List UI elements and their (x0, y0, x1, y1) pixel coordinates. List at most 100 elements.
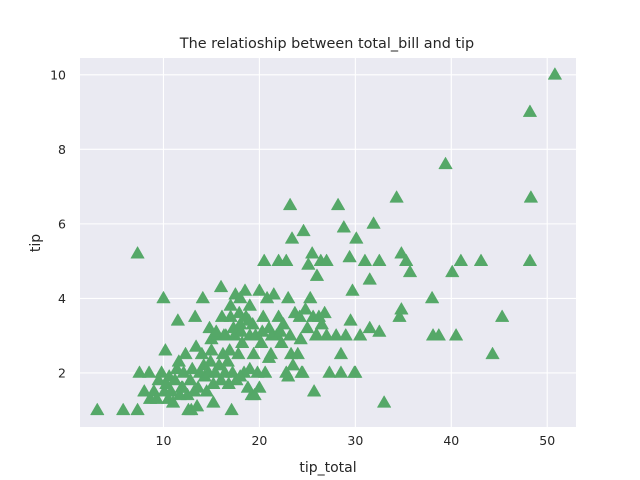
y-tick-labels: 2 4 6 8 10 (50, 67, 66, 380)
data-point-triangle (178, 347, 193, 360)
x-tick-label: 20 (251, 433, 267, 448)
data-point-triangle (293, 332, 308, 345)
data-point-triangle (188, 309, 203, 322)
data-point-triangle (343, 313, 358, 326)
data-point-triangle (223, 298, 238, 311)
data-point-triangle (319, 253, 334, 266)
y-tick-label: 4 (58, 291, 66, 306)
data-point-triangle (190, 399, 204, 412)
data-point-triangle (298, 302, 313, 315)
data-point-triangle (194, 347, 209, 360)
data-point-triangle (394, 302, 409, 315)
data-point-triangle (485, 347, 500, 360)
data-point-triangle (522, 104, 537, 117)
data-point-triangle (347, 365, 362, 378)
x-tick-label: 30 (347, 433, 363, 448)
data-point-triangle (322, 365, 337, 378)
data-point-triangle (449, 328, 464, 341)
x-axis-label: tip_total (299, 460, 356, 476)
data-point-triangle (169, 361, 184, 375)
data-point-triangle (208, 365, 223, 378)
data-point-triangle (296, 224, 311, 237)
data-point-triangle (90, 402, 105, 416)
data-point-triangle (149, 391, 164, 404)
data-point-triangle (241, 313, 256, 326)
x-tick-label: 10 (156, 433, 172, 448)
data-point-triangle (285, 231, 299, 244)
data-point-triangle (445, 265, 460, 278)
data-point-triangle (256, 309, 271, 322)
data-point-triangle (366, 216, 381, 229)
data-point-triangle (392, 309, 407, 322)
data-point-triangle (453, 253, 468, 266)
data-point-triangle (195, 291, 210, 304)
data-point-triangle (130, 402, 145, 416)
data-point-triangle (132, 365, 147, 378)
data-point-triangle (372, 253, 387, 266)
plot-area (80, 58, 576, 427)
chart-title: The relatioship between total_bill and t… (179, 36, 474, 52)
data-point-triangle (279, 253, 294, 266)
data-point-triangle (372, 324, 387, 337)
data-point-triangle (310, 268, 324, 281)
x-tick-label: 40 (443, 433, 459, 448)
data-point-triangle (286, 358, 300, 371)
data-point-triangle (209, 324, 224, 337)
data-point-triangle (334, 347, 348, 360)
data-point-triangle (233, 291, 248, 304)
data-point-triangle (301, 257, 316, 270)
data-point-triangle (233, 369, 248, 382)
data-point-triangle (130, 246, 145, 259)
data-point-triangle (252, 380, 267, 393)
data-point-triangle (283, 197, 298, 211)
data-point-triangle (171, 354, 186, 367)
data-point-triangle (202, 320, 217, 334)
data-point-triangle (166, 395, 181, 408)
data-point-triangle (266, 287, 281, 300)
data-point-triangle (206, 395, 221, 408)
data-point-triangle (154, 365, 169, 378)
data-point-triangle (214, 279, 228, 293)
data-point-triangle (242, 361, 257, 375)
data-point-triangle (292, 309, 307, 322)
data-point-triangle (220, 354, 235, 367)
data-point-triangle (164, 384, 179, 397)
data-point-triangle (403, 265, 417, 278)
data-point-triangle (175, 380, 190, 393)
data-point-triangle (431, 328, 446, 341)
data-point-triangle (329, 328, 344, 341)
data-point-triangle (247, 388, 262, 401)
data-point-triangle (224, 402, 239, 416)
data-point-triangle (495, 309, 510, 322)
data-point-triangle (252, 283, 267, 296)
data-points (90, 67, 562, 416)
data-point-triangle (336, 220, 351, 233)
data-point-triangle (334, 365, 348, 378)
data-point-triangle (523, 190, 538, 203)
data-point-triangle (394, 246, 409, 259)
data-point-triangle (425, 291, 440, 304)
x-tick-labels: 10 20 30 40 50 (156, 433, 556, 448)
data-point-triangle (310, 328, 324, 341)
data-point-triangle (281, 291, 296, 304)
data-point-triangle (151, 373, 166, 386)
data-point-triangle (273, 324, 288, 337)
data-point-triangle (338, 328, 353, 341)
data-point-triangle (203, 354, 218, 367)
data-point-triangle (158, 343, 173, 356)
data-point-triangle (353, 328, 368, 341)
data-point-triangle (191, 380, 205, 393)
data-point-triangle (232, 306, 247, 319)
data-point-triangle (183, 373, 198, 386)
data-point-triangle (214, 373, 228, 386)
data-point-triangle (307, 384, 322, 397)
data-point-triangle (246, 347, 261, 360)
y-tick-label: 6 (58, 216, 66, 231)
data-point-triangle (284, 347, 299, 360)
y-tick-label: 2 (58, 365, 66, 380)
data-point-triangle (522, 253, 537, 266)
x-tick-label: 50 (539, 433, 555, 448)
data-point-triangle (319, 328, 334, 341)
data-point-triangle (238, 283, 252, 296)
